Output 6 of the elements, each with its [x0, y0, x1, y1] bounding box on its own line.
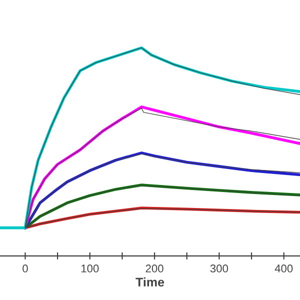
x-tick-label: 200 [146, 264, 164, 272]
x-tick-label: 400 [274, 264, 293, 272]
x-tick-label: 0 [22, 264, 28, 272]
x-axis-title: Time [136, 277, 164, 287]
x-tick-label: 300 [210, 264, 228, 272]
x-tick-label: 100 [81, 264, 99, 272]
